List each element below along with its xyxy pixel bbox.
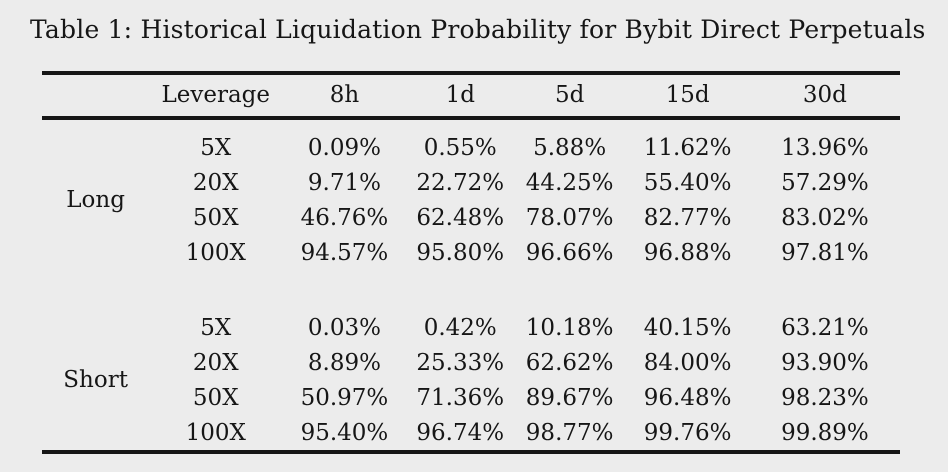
column-header-8h: 8h	[282, 73, 407, 120]
header-row: Leverage 8h 1d 5d 15d 30d	[42, 73, 900, 120]
table-caption: Table 1: Historical Liquidation Probabil…	[0, 0, 948, 46]
leverage-cell: 100X	[185, 419, 246, 446]
table-row: Short 5X 0.03% 0.42% 10.18% 40.15% 63.21…	[42, 310, 900, 394]
value-cell: 0.03%	[307, 314, 381, 341]
group-label-short: Short	[63, 367, 128, 393]
value-cell: 0.09%	[307, 134, 381, 161]
value-cell: 78.07%	[525, 204, 614, 231]
leverage-cell: 5X	[200, 314, 232, 341]
value-cell: 96.74%	[416, 419, 505, 446]
value-cell: 99.89%	[781, 419, 869, 446]
value-cell: 62.48%	[416, 204, 505, 231]
value-cell: 89.67%	[525, 384, 614, 411]
value-cell: 99.76%	[643, 419, 732, 446]
value-cell: 82.77%	[643, 204, 732, 231]
table-row: Long 5X 0.09% 0.55% 5.88% 11.62% 13.96%	[42, 118, 900, 214]
value-cell: 40.15%	[643, 314, 732, 341]
value-cell: 5.88%	[533, 134, 607, 161]
value-cell: 13.96%	[781, 134, 869, 161]
value-cell: 98.23%	[781, 384, 869, 411]
column-header-15d: 15d	[625, 73, 750, 120]
value-cell: 55.40%	[643, 169, 732, 196]
value-cell: 22.72%	[416, 169, 505, 196]
value-cell: 71.36%	[416, 384, 505, 411]
value-cell: 83.02%	[781, 204, 869, 231]
leverage-cell: 50X	[192, 204, 239, 231]
section-spacer	[42, 270, 900, 310]
value-cell: 96.88%	[643, 239, 732, 266]
table-row: 50X 50.97% 71.36% 89.67% 96.48% 98.23%	[42, 380, 900, 415]
leverage-cell: 50X	[192, 384, 239, 411]
value-cell: 96.48%	[643, 384, 732, 411]
table-caption-text: Table 1: Historical Liquidation Probabil…	[30, 15, 926, 44]
column-header-5d: 5d	[513, 73, 626, 120]
value-cell: 46.76%	[300, 204, 389, 231]
value-cell: 0.42%	[423, 314, 497, 341]
header-group-spacer	[42, 73, 150, 120]
table-row: 20X 8.89% 25.33% 62.62% 84.00% 93.90%	[42, 345, 900, 380]
value-cell: 95.80%	[416, 239, 505, 266]
value-cell: 97.81%	[781, 239, 869, 266]
value-cell: 9.71%	[307, 169, 381, 196]
column-header-leverage: Leverage	[149, 73, 283, 120]
value-cell: 25.33%	[416, 349, 505, 376]
leverage-cell: 100X	[185, 239, 246, 266]
leverage-cell: 5X	[200, 134, 232, 161]
leverage-cell: 20X	[192, 169, 239, 196]
liquidation-probability-table: Leverage 8h 1d 5d 15d 30d Long 5X 0.09% …	[42, 71, 900, 454]
value-cell: 63.21%	[781, 314, 869, 341]
value-cell: 95.40%	[300, 419, 389, 446]
table-row: 50X 46.76% 62.48% 78.07% 82.77% 83.02%	[42, 200, 900, 235]
value-cell: 98.77%	[525, 419, 614, 446]
value-cell: 0.55%	[423, 134, 497, 161]
value-cell: 10.18%	[525, 314, 614, 341]
value-cell: 94.57%	[300, 239, 389, 266]
value-cell: 84.00%	[643, 349, 732, 376]
column-header-30d: 30d	[749, 73, 900, 120]
value-cell: 11.62%	[643, 134, 732, 161]
value-cell: 62.62%	[525, 349, 614, 376]
table-row: 100X 94.57% 95.80% 96.66% 96.88% 97.81%	[42, 235, 900, 270]
value-cell: 44.25%	[525, 169, 614, 196]
group-label-long: Long	[66, 187, 125, 213]
value-cell: 50.97%	[300, 384, 389, 411]
value-cell: 8.89%	[307, 349, 381, 376]
value-cell: 96.66%	[525, 239, 614, 266]
column-header-1d: 1d	[406, 73, 514, 120]
value-cell: 93.90%	[781, 349, 869, 376]
value-cell: 57.29%	[781, 169, 869, 196]
leverage-cell: 20X	[192, 349, 239, 376]
table-row: 20X 9.71% 22.72% 44.25% 55.40% 57.29%	[42, 165, 900, 200]
table-row: 100X 95.40% 96.74% 98.77% 99.76% 99.89%	[42, 415, 900, 452]
